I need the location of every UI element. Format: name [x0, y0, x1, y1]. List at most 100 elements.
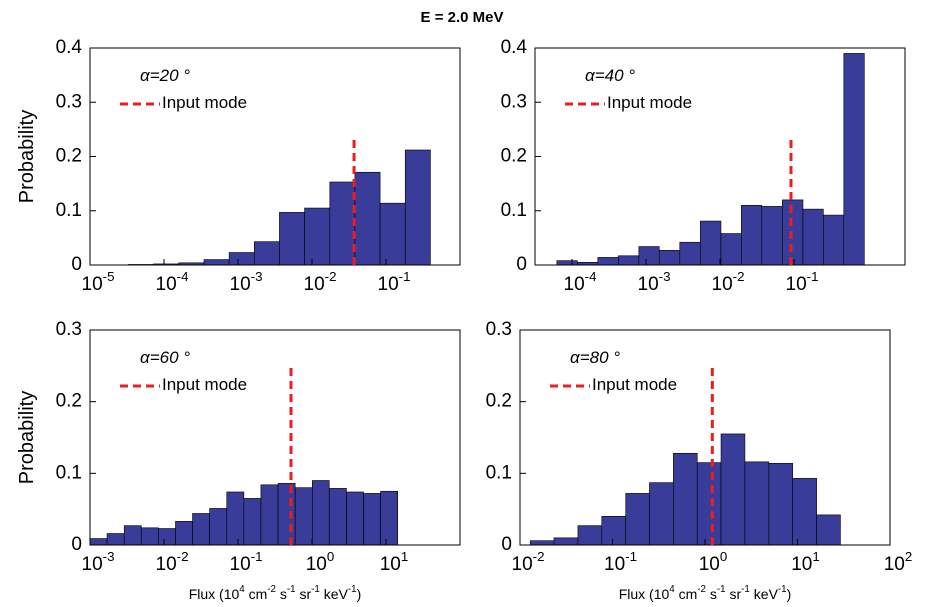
bar [625, 493, 650, 546]
bar [761, 206, 783, 266]
bar [618, 255, 640, 266]
bar [792, 478, 817, 546]
x-tick-label: 10-4 [156, 269, 189, 295]
y-axis-label: Probability [16, 110, 38, 203]
bar [720, 433, 746, 546]
bar [328, 488, 347, 546]
legend-label: Input mode [607, 93, 692, 112]
bar [823, 214, 845, 266]
bar [768, 462, 793, 546]
bar [294, 487, 313, 546]
bar [228, 252, 255, 266]
annotation: α=40 ° [585, 66, 635, 85]
bar [209, 508, 228, 546]
y-tick-label: 0.2 [56, 146, 82, 167]
bar [379, 202, 406, 266]
x-tick-label: 10-2 [156, 549, 189, 575]
y-tick-label: 0.4 [56, 37, 83, 58]
y-tick-label: 0.3 [501, 91, 527, 112]
bar [638, 246, 660, 266]
bar [744, 461, 770, 546]
annotation: α=80 ° [570, 348, 620, 367]
bar [354, 171, 381, 266]
bar [89, 538, 108, 546]
bar [192, 513, 210, 546]
y-tick-label: 0.2 [486, 391, 512, 412]
x-tick-label: 100 [306, 549, 335, 575]
bar [601, 516, 627, 546]
x-tick-label: 100 [699, 549, 728, 575]
bar [649, 482, 674, 546]
x-tick-label: 10-2 [712, 269, 745, 295]
bar [404, 149, 431, 266]
bar [577, 525, 603, 546]
bar [203, 259, 230, 266]
y-tick-label: 0 [71, 254, 82, 275]
bar [700, 220, 722, 266]
legend-label: Input mode [162, 93, 247, 112]
bar [175, 521, 193, 546]
x-tick-label: 10-3 [230, 269, 263, 295]
y-tick-label: 0.3 [486, 319, 512, 340]
x-tick-label: 101 [791, 549, 820, 575]
y-tick-label: 0 [501, 534, 512, 555]
x-tick-label: 10-1 [604, 549, 637, 575]
legend-label: Input mode [162, 375, 247, 394]
bar [720, 233, 742, 266]
y-tick-label: 0 [516, 254, 527, 275]
x-tick-label: 10-4 [564, 269, 597, 295]
annotation: α=20 ° [140, 66, 190, 85]
y-tick-label: 0.1 [486, 462, 512, 483]
bar [658, 250, 681, 266]
bar [679, 241, 701, 266]
x-tick-label: 10-1 [230, 549, 263, 575]
bar [140, 527, 159, 546]
bar [158, 528, 176, 546]
bar [696, 462, 722, 546]
bar [279, 212, 305, 266]
bar [843, 53, 865, 266]
bar [673, 452, 698, 546]
bar [597, 257, 619, 266]
y-tick-label: 0.4 [501, 37, 528, 58]
x-tick-label: 10-1 [378, 269, 411, 295]
bar [277, 483, 296, 546]
x-tick-label: 10-1 [786, 269, 819, 295]
annotation: α=60 ° [140, 348, 190, 367]
x-tick-label: 10-2 [304, 269, 337, 295]
y-tick-label: 0.3 [56, 319, 82, 340]
bar [346, 491, 364, 546]
y-tick-label: 0.1 [56, 462, 82, 483]
bar [226, 491, 245, 546]
bar [363, 493, 381, 546]
legend-label: Input mode [592, 375, 677, 394]
bar [802, 208, 824, 266]
bar [329, 181, 356, 266]
bar [529, 540, 555, 546]
bar [816, 514, 841, 546]
bar [741, 205, 763, 266]
y-tick-label: 0.1 [56, 200, 82, 221]
x-axis-label: Flux (104 cm-2 s-1 sr-1 keV-1) [189, 584, 362, 602]
x-tick-label: 10-3 [638, 269, 671, 295]
x-tick-label: 10-3 [82, 549, 115, 575]
y-tick-label: 0.3 [56, 91, 82, 112]
bar [304, 207, 331, 266]
x-axis-label: Flux (104 cm-2 s-1 sr-1 keV-1) [619, 584, 792, 602]
y-axis-label: Probability [16, 391, 38, 484]
y-tick-label: 0.2 [56, 391, 82, 412]
bar [556, 260, 578, 266]
x-tick-label: 10-2 [512, 549, 545, 575]
bar [553, 537, 579, 546]
bar [380, 490, 399, 546]
axes-box [89, 329, 461, 546]
bar [260, 484, 279, 546]
y-tick-label: 0.1 [501, 200, 527, 221]
y-tick-label: 0 [71, 534, 82, 555]
bar [253, 241, 280, 266]
x-tick-label: 101 [380, 549, 409, 575]
bar [312, 480, 330, 546]
bar [782, 199, 804, 266]
bar [106, 533, 125, 546]
